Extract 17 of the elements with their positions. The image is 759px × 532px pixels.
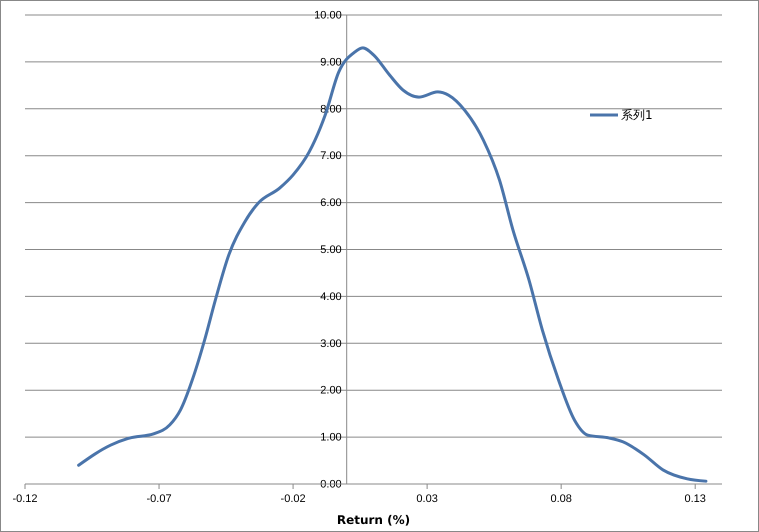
y-tick-label: 7.00 — [320, 150, 342, 162]
x-tick-label: 0.13 — [684, 492, 706, 505]
y-tick-label: 9.00 — [320, 56, 342, 68]
y-tick-label: 10.00 — [314, 10, 342, 22]
x-tick-label: -0.02 — [280, 492, 306, 505]
x-tick-label: -0.07 — [146, 492, 172, 505]
y-tick-label: 1.00 — [320, 432, 342, 444]
y-tick-label: 4.00 — [320, 290, 342, 303]
x-tick-label: 0.03 — [416, 492, 438, 505]
x-axis-title: Return (%) — [336, 513, 410, 527]
y-tick-label: 5.00 — [320, 244, 342, 256]
legend-label: 系列1 — [621, 108, 653, 122]
y-tick-label: 6.00 — [320, 197, 342, 210]
y-tick-label: 2.00 — [320, 384, 342, 397]
x-tick-label: 0.08 — [550, 492, 572, 505]
y-tick-label: 3.00 — [320, 338, 342, 350]
x-tick-label: -0.12 — [12, 492, 38, 505]
